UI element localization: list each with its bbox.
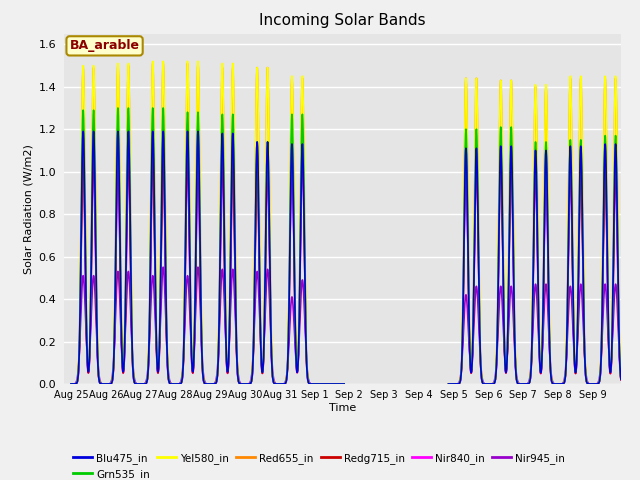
Redg715_in bbox=[624, 381, 632, 387]
Nir945_in bbox=[305, 379, 313, 385]
Blu475_in bbox=[579, 264, 587, 270]
Red655_in bbox=[607, 364, 614, 370]
Redg715_in bbox=[579, 275, 587, 281]
Redg715_in bbox=[607, 369, 614, 375]
Line: Grn535_in: Grn535_in bbox=[71, 108, 628, 384]
Redg715_in bbox=[332, 381, 339, 387]
Title: Incoming Solar Bands: Incoming Solar Bands bbox=[259, 13, 426, 28]
Grn535_in bbox=[332, 381, 339, 387]
Yel580_in bbox=[624, 381, 632, 387]
Nir840_in bbox=[579, 275, 587, 281]
Grn535_in bbox=[67, 381, 75, 387]
Redg715_in bbox=[305, 381, 313, 386]
Yel580_in bbox=[67, 381, 75, 387]
Grn535_in bbox=[301, 266, 308, 272]
Line: Blu475_in: Blu475_in bbox=[71, 132, 628, 384]
Yel580_in bbox=[579, 230, 587, 236]
Grn535_in bbox=[305, 381, 313, 386]
Grn535_in bbox=[607, 367, 614, 373]
Red655_in bbox=[472, 101, 479, 107]
Line: Nir945_in: Nir945_in bbox=[71, 267, 628, 384]
Grn535_in bbox=[472, 148, 479, 154]
Blu475_in bbox=[607, 368, 614, 373]
Nir945_in bbox=[579, 317, 587, 323]
Blu475_in bbox=[332, 381, 339, 387]
Blu475_in bbox=[67, 381, 75, 387]
Nir840_in bbox=[624, 381, 632, 387]
Redg715_in bbox=[301, 280, 308, 286]
Red655_in bbox=[301, 250, 308, 256]
Nir840_in bbox=[472, 175, 479, 181]
Nir840_in bbox=[301, 282, 308, 288]
Yel580_in bbox=[305, 381, 313, 386]
Line: Yel580_in: Yel580_in bbox=[71, 61, 628, 384]
Yel580_in bbox=[301, 250, 308, 255]
Redg715_in bbox=[67, 381, 75, 387]
Legend: Blu475_in, Grn535_in, Yel580_in, Red655_in, Redg715_in, Nir840_in, Nir945_in: Blu475_in, Grn535_in, Yel580_in, Red655_… bbox=[69, 448, 569, 480]
Text: BA_arable: BA_arable bbox=[70, 39, 140, 52]
Redg715_in bbox=[472, 175, 479, 181]
Red655_in bbox=[305, 381, 313, 386]
Yel580_in bbox=[607, 364, 614, 370]
Blu475_in bbox=[624, 381, 632, 387]
Red655_in bbox=[67, 381, 75, 387]
Nir945_in bbox=[607, 360, 614, 366]
Nir945_in bbox=[472, 288, 479, 294]
Nir945_in bbox=[624, 381, 632, 387]
Grn535_in bbox=[624, 381, 632, 387]
Red655_in bbox=[332, 381, 339, 387]
Line: Nir840_in: Nir840_in bbox=[71, 153, 628, 384]
Yel580_in bbox=[332, 381, 339, 387]
Blu475_in bbox=[472, 165, 479, 171]
Nir840_in bbox=[67, 381, 75, 387]
Red655_in bbox=[579, 231, 587, 237]
Line: Redg715_in: Redg715_in bbox=[71, 148, 628, 384]
X-axis label: Time: Time bbox=[329, 403, 356, 413]
Nir945_in bbox=[67, 381, 75, 387]
Blu475_in bbox=[301, 278, 308, 284]
Nir945_in bbox=[332, 381, 339, 387]
Nir840_in bbox=[607, 369, 614, 375]
Nir840_in bbox=[305, 381, 313, 386]
Blu475_in bbox=[305, 381, 313, 386]
Grn535_in bbox=[579, 262, 587, 267]
Nir945_in bbox=[301, 320, 308, 325]
Yel580_in bbox=[472, 101, 479, 107]
Line: Red655_in: Red655_in bbox=[71, 63, 628, 384]
Y-axis label: Solar Radiation (W/m2): Solar Radiation (W/m2) bbox=[23, 144, 33, 274]
Nir840_in bbox=[332, 381, 339, 387]
Red655_in bbox=[624, 381, 632, 387]
